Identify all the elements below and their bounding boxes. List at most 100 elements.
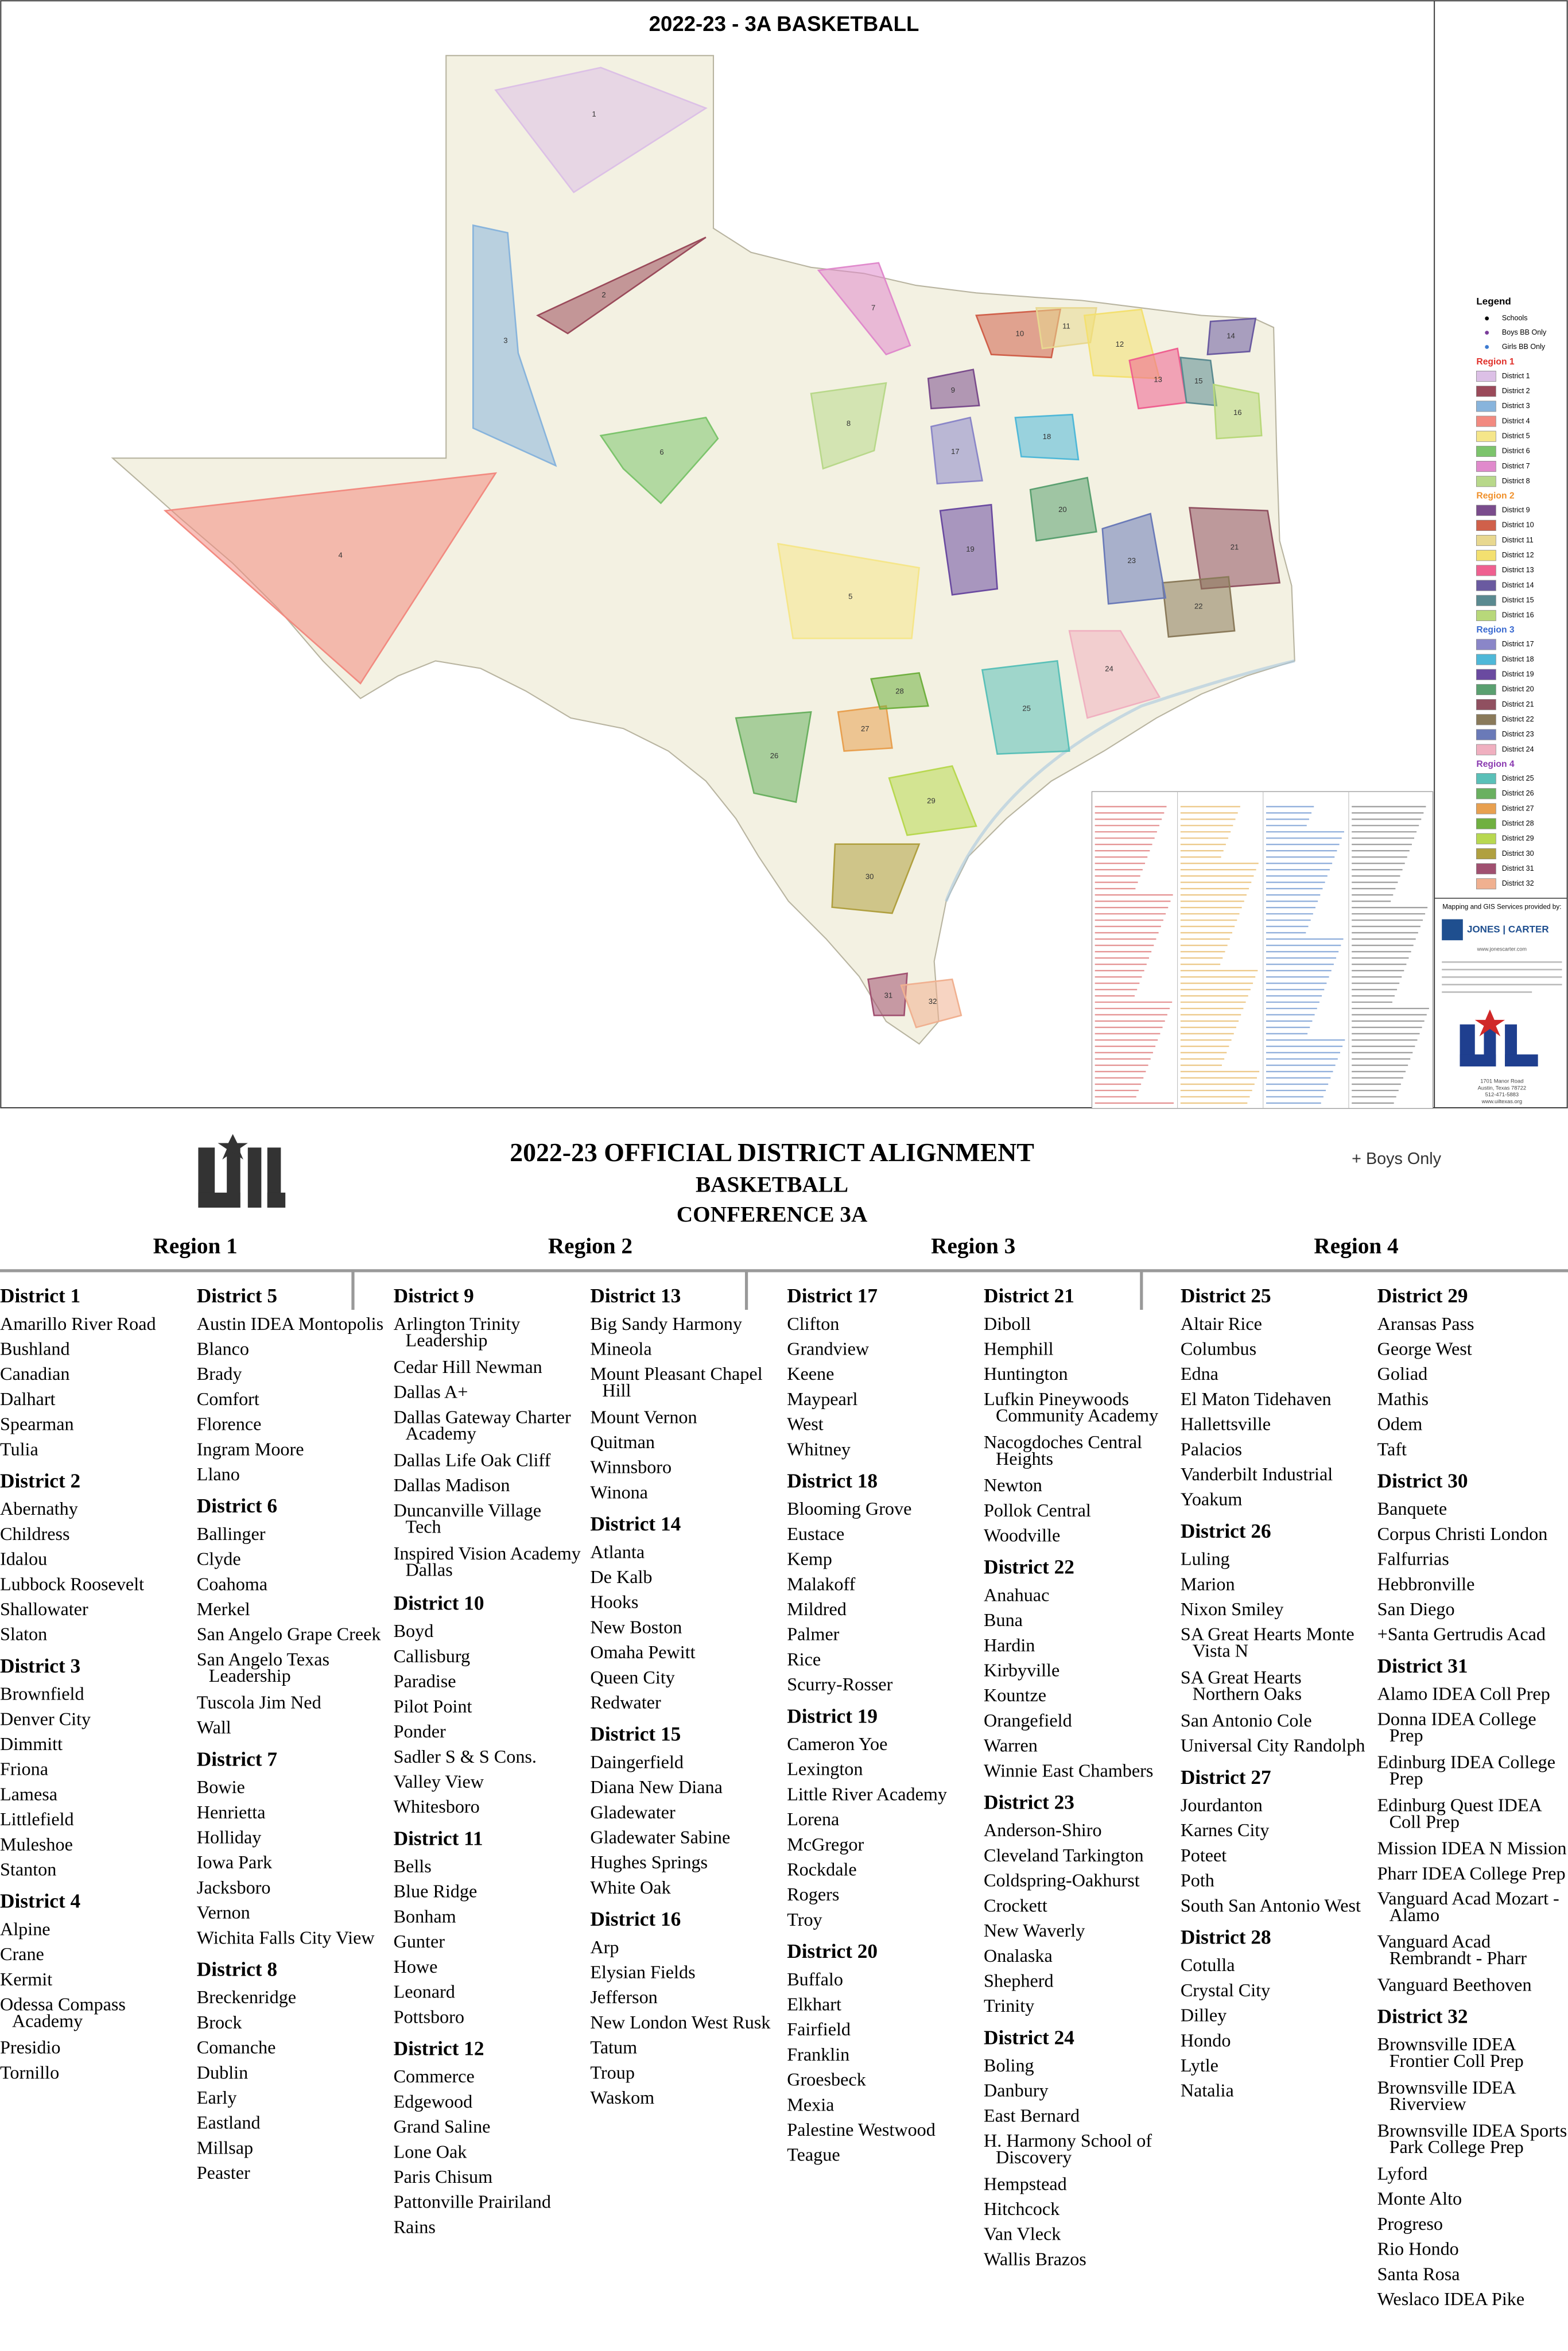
school-name: Boling: [984, 2055, 1034, 2075]
legend-label: District 9: [1502, 506, 1530, 514]
legend-region: Region 4: [1476, 759, 1515, 769]
legend-symbol: [1485, 331, 1489, 335]
school-name: Community Academy: [996, 1405, 1158, 1426]
district-polygon: [1101, 513, 1167, 605]
school-name: Big Sandy Harmony: [590, 1313, 742, 1334]
school-name: New Boston: [590, 1616, 682, 1637]
region-heading: Region 2: [548, 1234, 632, 1259]
legend-swatch: [1476, 595, 1496, 606]
school-name: Newton: [984, 1475, 1042, 1495]
school-name: Atlanta: [590, 1541, 645, 1562]
district-number: 11: [1062, 322, 1070, 331]
legend: Legend Schools Boys BB Only Girls BB Only R…: [1476, 296, 1547, 890]
legend-swatch: [1476, 729, 1496, 740]
school-name: Littlefield: [0, 1809, 74, 1829]
school-name: Dimmitt: [0, 1733, 63, 1754]
school-name: Rogers: [787, 1884, 839, 1904]
school-name: Trinity: [984, 1995, 1034, 2016]
school-name: Jefferson: [590, 1987, 657, 2007]
school-name: Daingerfield: [590, 1751, 684, 1772]
school-name: El Maton Tidehaven: [1181, 1388, 1332, 1409]
legend-label: District 10: [1502, 521, 1534, 529]
district-polygon: [1213, 383, 1263, 440]
school-name: Bushland: [0, 1339, 70, 1359]
school-name: Gladewater: [590, 1802, 676, 1822]
school-name: Coldspring-Oakhurst: [984, 1870, 1140, 1891]
school-name: Hooks: [590, 1592, 638, 1612]
legend-label: District 22: [1502, 715, 1534, 723]
legend-symbol: [1485, 345, 1489, 349]
district-heading: District 11: [394, 1827, 483, 1849]
school-name: Edinburg IDEA College: [1377, 1751, 1555, 1772]
legend-swatch: [1476, 535, 1496, 546]
district-heading: District 22: [984, 1556, 1074, 1578]
school-name: Amarillo River Road: [0, 1313, 156, 1334]
legend-swatch: [1476, 401, 1496, 412]
region-heading: Region 3: [931, 1234, 1015, 1259]
district-number: 26: [770, 751, 779, 760]
school-name: Northern Oaks: [1193, 1683, 1302, 1704]
school-name: Buna: [984, 1609, 1023, 1630]
school-name: Discovery: [996, 2147, 1072, 2167]
school-name: Danbury: [984, 2080, 1049, 2101]
legend-label: District 20: [1502, 685, 1534, 693]
legend-label: District 27: [1502, 804, 1534, 812]
legend-label: District 1: [1502, 372, 1530, 380]
logo-star: [1474, 1009, 1505, 1037]
school-name: Odem: [1377, 1414, 1423, 1434]
school-name: Dilley: [1181, 2005, 1227, 2026]
school-name: Vanguard Acad Mozart -: [1377, 1888, 1559, 1908]
school-name: +Santa Gertrudis Acad: [1377, 1624, 1546, 1644]
district-number: 16: [1233, 408, 1242, 417]
map-table: [1091, 791, 1434, 1109]
school-name: Alamo: [1390, 1904, 1440, 1925]
school-name: Leadership: [406, 1330, 488, 1351]
district-polygon: [867, 972, 909, 1017]
school-name: East Bernard: [984, 2105, 1080, 2125]
school-name: Dallas Gateway Charter: [394, 1406, 571, 1427]
school-name: Tornillo: [0, 2062, 59, 2082]
school-name: Franklin: [787, 2044, 849, 2065]
disclaimer-line: [1442, 961, 1562, 963]
district-heading: District 14: [590, 1513, 681, 1535]
disclaimer-line: [1442, 991, 1532, 993]
school-name: Weslaco IDEA Pike: [1377, 2288, 1525, 2309]
school-name: Leadership: [209, 1665, 291, 1686]
school-name: Brownsville IDEA: [1377, 2077, 1516, 2097]
district-number: 24: [1105, 664, 1113, 673]
district-heading: District 17: [787, 1285, 878, 1307]
school-name: Clifton: [787, 1313, 839, 1334]
school-name: Winnie East Chambers: [984, 1760, 1153, 1780]
school-name: Coll Prep: [1390, 1811, 1460, 1832]
legend-label: Boys BB Only: [1502, 328, 1547, 336]
school-name: Childress: [0, 1523, 70, 1544]
school-name: Heights: [996, 1448, 1053, 1469]
school-name: Kountze: [984, 1685, 1046, 1705]
school-name: Tuscola Jim Ned: [197, 1692, 321, 1713]
school-name: Hardin: [984, 1635, 1035, 1655]
district-polygon: [831, 843, 921, 914]
district-number: 29: [927, 797, 936, 805]
school-name: Paris Chisum: [394, 2166, 492, 2187]
district-heading: District 24: [984, 2026, 1074, 2049]
school-name: White Oak: [590, 1877, 671, 1898]
logo-part: [227, 1147, 240, 1208]
legend-swatch: [1476, 370, 1496, 382]
district-polygon: [817, 262, 911, 356]
school-name: Bowie: [197, 1776, 245, 1797]
legend-swatch: [1476, 684, 1496, 695]
logo-part: [1484, 1024, 1496, 1067]
legend-label: District 18: [1502, 655, 1534, 663]
legend-swatch: [1476, 580, 1496, 591]
legend-label: District 2: [1502, 387, 1530, 395]
school-name: Groesbeck: [787, 2069, 866, 2090]
school-name: Bells: [394, 1856, 432, 1876]
school-name: Henrietta: [197, 1802, 266, 1822]
district-heading: District 4: [0, 1890, 80, 1912]
school-name: Troy: [787, 1909, 822, 1930]
texas-outline: [111, 55, 1295, 1045]
legend-label: District 26: [1502, 789, 1534, 797]
school-name: Goliad: [1377, 1363, 1428, 1384]
